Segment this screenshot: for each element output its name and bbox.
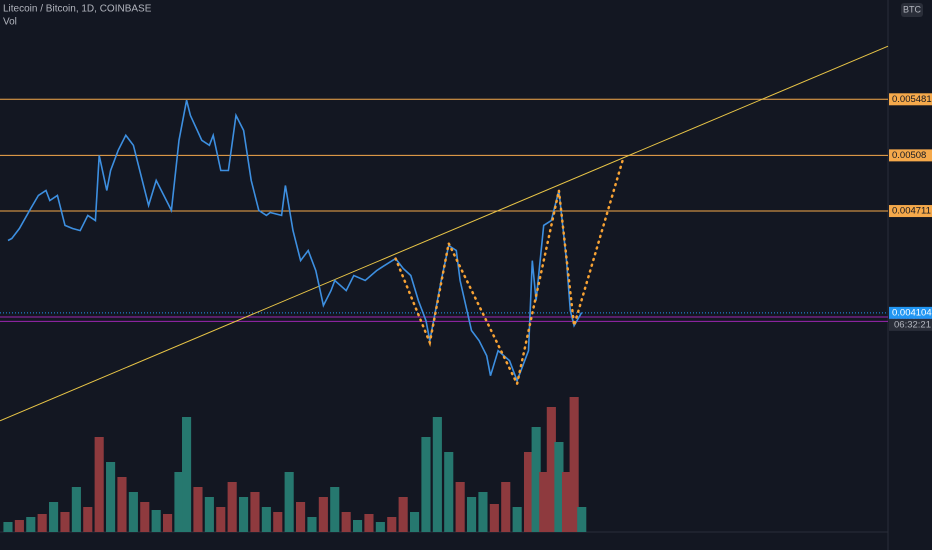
volume-bar <box>106 462 116 532</box>
volume-bar <box>26 517 36 532</box>
volume-bar <box>577 507 587 532</box>
price-level-label: 0.004711 <box>892 206 931 217</box>
volume-bar <box>341 512 351 532</box>
volume-bar <box>466 497 477 532</box>
volume-bar <box>37 514 47 532</box>
volume-bar <box>60 512 70 532</box>
plot <box>0 45 889 532</box>
volume-bar <box>140 502 150 532</box>
volume-bar <box>250 492 260 532</box>
volume-bar <box>489 504 499 532</box>
currency-button-label[interactable]: BTC <box>903 4 922 14</box>
volume-bar <box>352 520 363 532</box>
volume-bar <box>284 472 294 532</box>
volume-bar <box>239 497 249 532</box>
volume-bar <box>432 417 442 532</box>
volume-bar <box>94 437 104 532</box>
current-price-label: 0.004104 <box>892 307 932 318</box>
volume-bar <box>128 492 138 532</box>
current-price-label-box <box>889 306 932 319</box>
volume-bar <box>163 514 173 532</box>
volume-bar <box>387 517 397 532</box>
volume-bar <box>523 452 534 532</box>
price-level-label-box <box>889 149 932 162</box>
volume-bar <box>512 507 522 532</box>
volume-bar <box>318 497 328 532</box>
volume-bar <box>307 517 317 532</box>
volume-bar <box>14 520 24 532</box>
volume-bar <box>478 492 488 532</box>
volume-bar <box>117 477 127 532</box>
volume-bar <box>375 522 385 532</box>
projection-path <box>394 156 625 388</box>
chart-title: Litecoin / Bitcoin, 1D, COINBASE <box>3 4 152 15</box>
price-line <box>7 100 583 383</box>
volume-bar <box>227 482 237 532</box>
volume-bar <box>83 507 93 532</box>
trend-line <box>0 45 889 422</box>
volume-bar <box>204 497 214 532</box>
volume-bar <box>71 487 81 532</box>
volume-bar <box>216 507 226 532</box>
currency-button[interactable] <box>901 3 923 17</box>
price-level-label-box <box>889 93 932 106</box>
price-level-label: 0.00508 <box>892 150 926 161</box>
volume-bar <box>261 507 271 532</box>
volume-bar <box>182 417 192 532</box>
countdown-label: 06:32:21 <box>894 319 931 330</box>
volume-bar <box>193 487 203 532</box>
volume-bar <box>151 510 161 532</box>
volume-bar <box>561 472 572 532</box>
volume-bar <box>296 502 306 532</box>
volume-bar <box>546 407 556 532</box>
volume-bar <box>330 487 340 532</box>
price-level-label-box <box>889 205 932 218</box>
volume-bar <box>3 522 13 532</box>
volume-bar <box>554 442 564 532</box>
volume-bar <box>531 427 541 532</box>
volume-bar <box>273 512 283 532</box>
countdown-box <box>889 318 932 331</box>
volume-bar <box>501 482 511 532</box>
volume-bar <box>398 497 408 532</box>
price-level-label: 0.005481 <box>892 94 932 105</box>
volume-bar <box>539 472 549 532</box>
volume-bar <box>49 502 59 532</box>
volume-bar <box>409 512 420 532</box>
volume-bar <box>174 472 184 532</box>
volume-bar <box>364 514 374 532</box>
volume-bar <box>569 397 579 532</box>
axis: 0.0054810.005080.0047110.0040810.0040570… <box>889 93 932 331</box>
volume-bar <box>455 482 465 532</box>
volume-bar <box>444 452 454 532</box>
volume-label: Vol <box>3 17 17 28</box>
volume-bar <box>421 437 431 532</box>
